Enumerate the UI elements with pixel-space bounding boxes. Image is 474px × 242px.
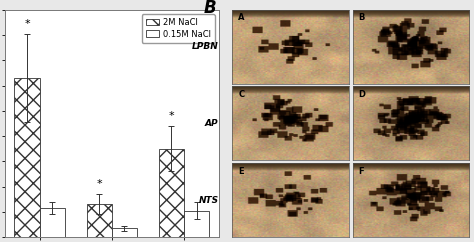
Y-axis label: LPBN: LPBN: [192, 42, 219, 51]
Legend: 2M NaCl, 0.15M NaCl: 2M NaCl, 0.15M NaCl: [142, 14, 215, 43]
Y-axis label: NTS: NTS: [198, 196, 219, 205]
Text: C: C: [238, 90, 245, 99]
Text: *: *: [96, 179, 102, 189]
Text: B: B: [358, 13, 365, 22]
Bar: [87, 204, 112, 237]
Bar: [159, 149, 184, 237]
Bar: [15, 78, 40, 237]
Text: B: B: [203, 0, 216, 17]
Text: D: D: [358, 90, 365, 99]
Text: A: A: [238, 13, 245, 22]
Text: *: *: [169, 111, 174, 121]
Text: E: E: [238, 167, 244, 176]
Bar: [112, 228, 137, 237]
Bar: [40, 208, 65, 237]
Text: *: *: [24, 19, 30, 29]
Y-axis label: AP: AP: [205, 119, 219, 128]
Text: F: F: [358, 167, 364, 176]
Bar: [184, 211, 209, 237]
